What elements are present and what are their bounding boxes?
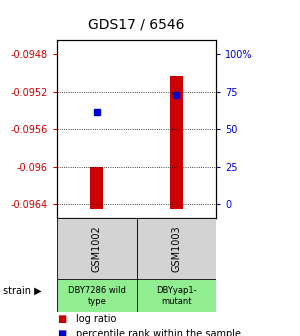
Text: DBY7286 wild
type: DBY7286 wild type bbox=[68, 286, 126, 306]
Text: percentile rank within the sample: percentile rank within the sample bbox=[76, 329, 242, 336]
Text: log ratio: log ratio bbox=[76, 314, 117, 324]
Bar bbox=[57, 218, 136, 279]
Text: ■: ■ bbox=[57, 314, 66, 324]
Text: ■: ■ bbox=[57, 329, 66, 336]
Bar bbox=[170, 76, 183, 209]
Bar bbox=[136, 218, 216, 279]
Text: GDS17 / 6546: GDS17 / 6546 bbox=[88, 18, 185, 32]
Bar bbox=[136, 279, 216, 312]
Text: GSM1003: GSM1003 bbox=[171, 225, 181, 272]
Bar bbox=[90, 167, 103, 209]
Text: DBYyap1-
mutant: DBYyap1- mutant bbox=[156, 286, 196, 306]
Bar bbox=[57, 279, 136, 312]
Text: strain ▶: strain ▶ bbox=[3, 286, 42, 296]
Text: GSM1002: GSM1002 bbox=[92, 225, 102, 272]
